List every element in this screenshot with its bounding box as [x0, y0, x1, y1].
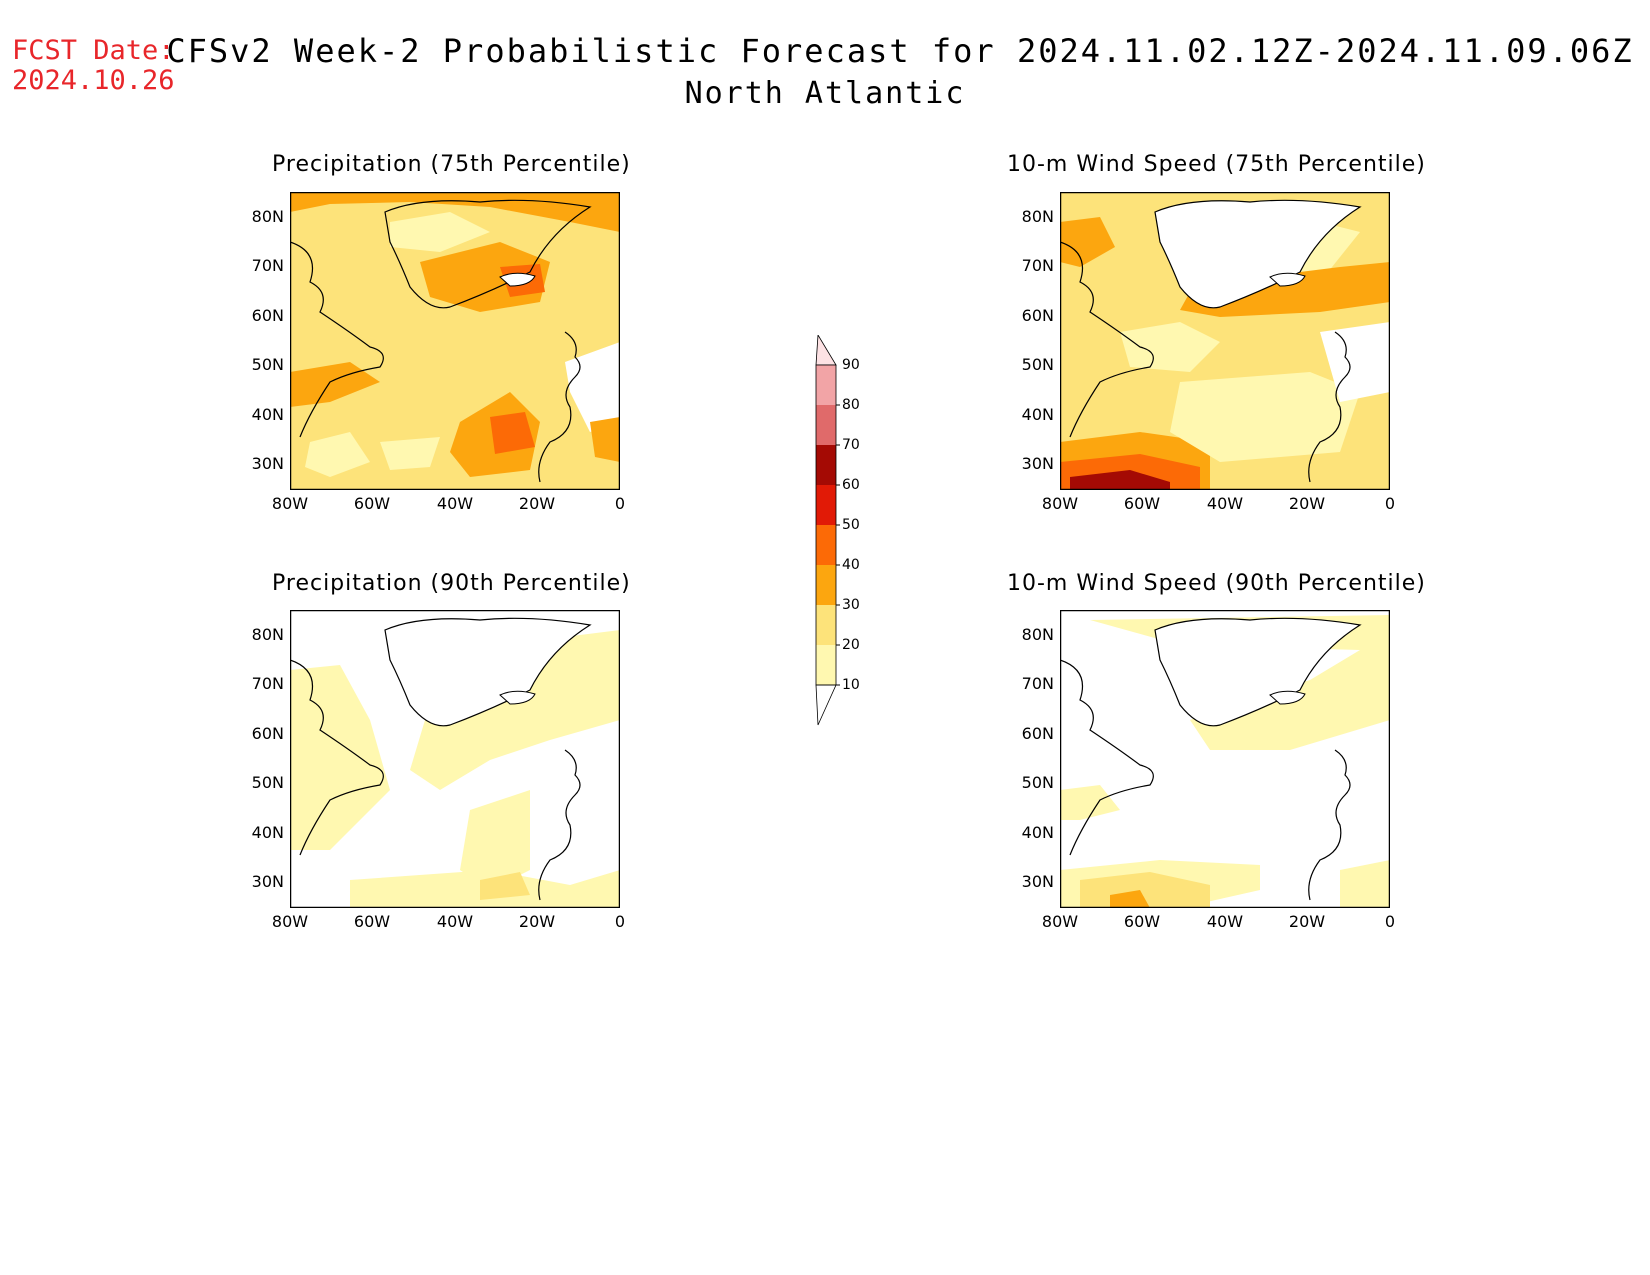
- lat-tick-label: 40N: [251, 405, 284, 424]
- colorbar-segment: [816, 405, 836, 445]
- colorbar-top-cap: [815, 335, 837, 366]
- lat-tick-label: 40N: [1021, 405, 1054, 424]
- map-wind-75: [1060, 192, 1390, 490]
- colorbar-level-label: 10: [842, 677, 860, 693]
- map-wind-90-svg: [1060, 610, 1390, 908]
- lon-tick-label: 20W: [1288, 494, 1326, 513]
- lat-tick-label: 70N: [251, 256, 284, 275]
- panel-title-precip-75: Precipitation (75th Percentile): [272, 152, 631, 177]
- map-precip-75-svg: [290, 192, 620, 490]
- lon-tick-label: 40W: [436, 912, 474, 931]
- colorbar-segment: [816, 565, 836, 605]
- colorbar-level-label: 50: [842, 517, 860, 533]
- lon-tick-label: 80W: [1041, 494, 1079, 513]
- lon-tick-label: 60W: [1123, 912, 1161, 931]
- colorbar-level-label: 30: [842, 597, 860, 613]
- lat-tick-label: 50N: [1021, 773, 1054, 792]
- colorbar-segment: [816, 485, 836, 525]
- lat-tick-label: 60N: [251, 724, 284, 743]
- lat-tick-label: 80N: [1021, 207, 1054, 226]
- colorbar-level-label: 90: [842, 357, 860, 373]
- colorbar-level-label: 40: [842, 557, 860, 573]
- lon-tick-label: 60W: [1123, 494, 1161, 513]
- lon-tick-label: 40W: [1206, 912, 1244, 931]
- lat-tick-label: 60N: [251, 306, 284, 325]
- colorbar-svg: [815, 335, 840, 726]
- colorbar-segment: [816, 365, 836, 405]
- lat-tick-label: 70N: [1021, 674, 1054, 693]
- colorbar-segment: [816, 525, 836, 565]
- lon-tick-label: 0: [614, 494, 626, 513]
- lat-tick-label: 30N: [251, 454, 284, 473]
- panel-title-wind-75: 10-m Wind Speed (75th Percentile): [1007, 152, 1426, 177]
- lat-tick-label: 60N: [1021, 306, 1054, 325]
- panel-title-precip-90: Precipitation (90th Percentile): [272, 571, 631, 596]
- lat-tick-label: 50N: [251, 773, 284, 792]
- colorbar-segment: [816, 445, 836, 485]
- map-precip-90-svg: [290, 610, 620, 908]
- map-precip-90: [290, 610, 620, 908]
- lat-tick-label: 50N: [251, 355, 284, 374]
- colorbar-frame: [815, 364, 837, 686]
- colorbar-level-label: 20: [842, 637, 860, 653]
- lat-tick-label: 40N: [1021, 823, 1054, 842]
- lon-tick-label: 0: [1384, 494, 1396, 513]
- lat-tick-label: 40N: [251, 823, 284, 842]
- colorbar: [810, 335, 840, 745]
- map-precip-75: [290, 192, 620, 490]
- lon-tick-label: 80W: [271, 494, 309, 513]
- colorbar-bottom-cap: [815, 684, 837, 726]
- page-subtitle: North Atlantic: [684, 76, 966, 111]
- page-title: CFSv2 Week-2 Probabilistic Forecast for …: [166, 32, 1634, 70]
- lat-tick-label: 60N: [1021, 724, 1054, 743]
- fcst-date-value: 2024.10.26: [12, 65, 175, 96]
- fcst-date-heading: FCST Date:: [12, 35, 175, 66]
- lon-tick-label: 0: [614, 912, 626, 931]
- lat-tick-label: 70N: [251, 674, 284, 693]
- lat-tick-label: 80N: [1021, 625, 1054, 644]
- lon-tick-label: 80W: [1041, 912, 1079, 931]
- colorbar-segment: [816, 645, 836, 685]
- lon-tick-label: 0: [1384, 912, 1396, 931]
- lon-tick-label: 40W: [436, 494, 474, 513]
- map-wind-75-svg: [1060, 192, 1390, 490]
- colorbar-level-label: 80: [842, 397, 860, 413]
- lat-tick-label: 50N: [1021, 355, 1054, 374]
- lon-tick-label: 20W: [518, 494, 556, 513]
- map-wind-90: [1060, 610, 1390, 908]
- colorbar-level-label: 70: [842, 437, 860, 453]
- lat-tick-label: 30N: [251, 872, 284, 891]
- lat-tick-label: 80N: [251, 207, 284, 226]
- lat-tick-label: 70N: [1021, 256, 1054, 275]
- lon-tick-label: 20W: [1288, 912, 1326, 931]
- lon-tick-label: 80W: [271, 912, 309, 931]
- lat-tick-label: 80N: [251, 625, 284, 644]
- lon-tick-label: 60W: [353, 912, 391, 931]
- lon-tick-label: 60W: [353, 494, 391, 513]
- panel-title-wind-90: 10-m Wind Speed (90th Percentile): [1007, 571, 1426, 596]
- forecast-date-label: FCST Date: 2024.10.26: [12, 36, 175, 96]
- lat-tick-label: 30N: [1021, 454, 1054, 473]
- lon-tick-label: 20W: [518, 912, 556, 931]
- colorbar-segment: [816, 605, 836, 645]
- lon-tick-label: 40W: [1206, 494, 1244, 513]
- colorbar-level-label: 60: [842, 477, 860, 493]
- lat-tick-label: 30N: [1021, 872, 1054, 891]
